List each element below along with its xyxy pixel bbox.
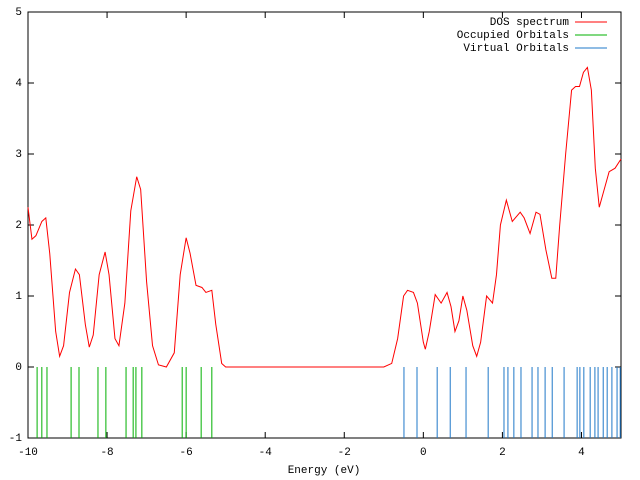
y-tick-label: 3	[15, 149, 22, 161]
legend-label: DOS spectrum	[490, 17, 570, 29]
legend-label: Occupied Orbitals	[457, 30, 569, 42]
x-tick-label: 0	[420, 447, 427, 459]
x-tick-label: -10	[18, 447, 38, 459]
x-tick-label: 4	[578, 447, 585, 459]
x-tick-label: -8	[100, 447, 113, 459]
legend-label: Virtual Orbitals	[463, 43, 569, 55]
y-tick-label: 4	[15, 78, 22, 90]
y-tick-label: -1	[9, 433, 23, 445]
y-tick-label: 2	[15, 220, 22, 232]
x-axis-label: Energy (eV)	[288, 465, 361, 477]
y-tick-label: 1	[15, 291, 22, 303]
dos-line	[27, 66, 622, 368]
x-tick-label: -4	[259, 447, 273, 459]
y-tick-label: 5	[15, 7, 22, 19]
x-tick-label: 2	[499, 447, 506, 459]
y-tick-label: 0	[15, 362, 22, 374]
x-tick-label: -6	[180, 447, 193, 459]
x-tick-label: -2	[338, 447, 351, 459]
